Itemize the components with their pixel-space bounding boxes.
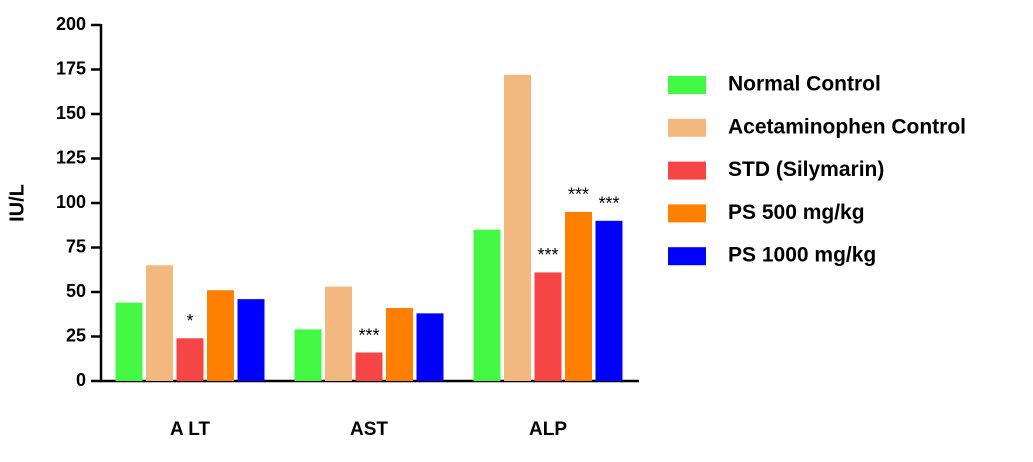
significance-label: ***	[537, 245, 558, 265]
bar	[355, 352, 383, 381]
bar	[237, 299, 265, 381]
bar	[565, 211, 592, 381]
y-tick-label: 100	[56, 192, 86, 212]
legend-label: PS 500 mg/kg	[728, 201, 865, 224]
bar	[416, 313, 444, 381]
x-tick-label: AST	[350, 419, 388, 440]
legend-label: PS 1000 mg/kg	[728, 244, 876, 267]
bar	[325, 286, 352, 381]
legend-label: STD (Silymarin)	[728, 158, 884, 181]
significance-label: ***	[568, 185, 589, 205]
bar	[115, 302, 143, 381]
bar	[534, 272, 562, 381]
x-tick-label: ALP	[529, 419, 567, 440]
bar	[207, 290, 234, 381]
y-tick-label: 0	[76, 370, 86, 390]
bar	[504, 74, 531, 381]
significance-label: *	[186, 311, 193, 331]
significance-label: ***	[598, 194, 619, 214]
y-tick-label: 75	[66, 236, 86, 256]
y-axis-label: IU/L	[6, 184, 28, 222]
y-tick-label: 150	[56, 103, 86, 123]
legend-swatch	[668, 161, 706, 180]
bar	[294, 329, 322, 381]
y-tick-label: 25	[66, 325, 86, 345]
significance-label: ***	[358, 325, 379, 345]
y-tick-label: 50	[66, 281, 86, 301]
bar	[146, 265, 173, 381]
legend-swatch	[668, 247, 706, 266]
bar	[595, 220, 623, 381]
y-tick-label: 200	[56, 14, 86, 34]
legend-swatch	[668, 76, 706, 94]
legend-label: Normal Control	[728, 73, 881, 96]
x-tick-label: A LT	[170, 419, 210, 440]
y-tick-label: 125	[56, 147, 86, 167]
legend-swatch	[668, 118, 706, 137]
legend-label: Acetaminophen Control	[728, 115, 966, 138]
bar	[473, 229, 501, 381]
bar	[176, 338, 204, 381]
bar	[386, 308, 413, 381]
legend-swatch	[668, 204, 706, 223]
y-tick-label: 175	[56, 58, 86, 78]
